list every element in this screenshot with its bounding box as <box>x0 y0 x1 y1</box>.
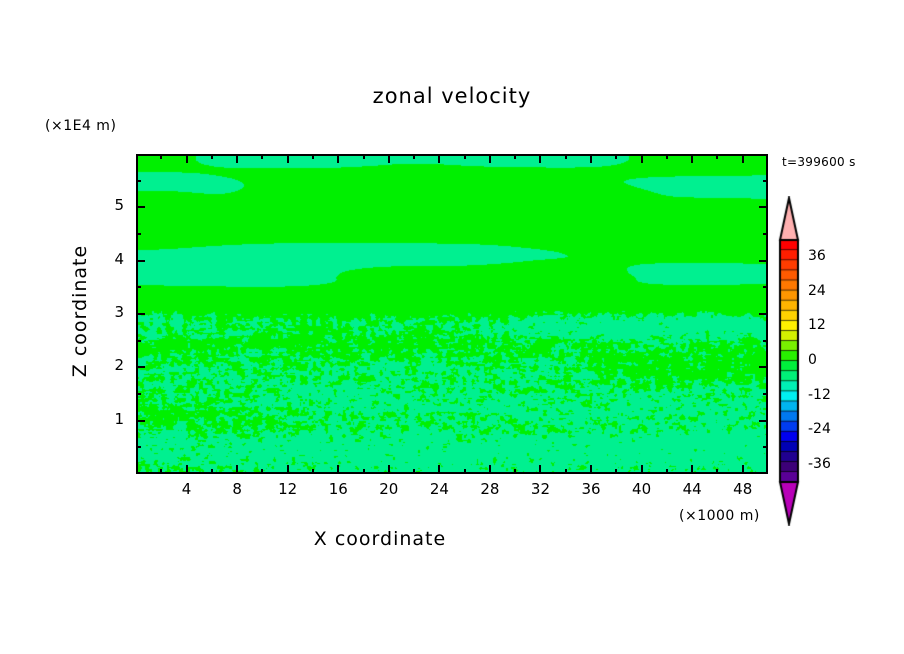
chart-title: zonal velocity <box>372 84 532 108</box>
x-tick-label: 44 <box>682 480 702 498</box>
x-tick-label: 36 <box>581 480 601 498</box>
x-tick-label: 20 <box>379 480 399 498</box>
x-axis-unit-label: (×1000 m) <box>679 508 760 524</box>
colorbar-tick-label: -24 <box>808 421 831 438</box>
y-tick-label: 2 <box>114 356 124 375</box>
y-tick-label: 3 <box>114 303 124 321</box>
x-tick-label: 32 <box>530 480 551 498</box>
colorbar-tick-label: 36 <box>808 248 826 265</box>
plot-frame <box>136 154 768 474</box>
x-axis-title: X coordinate <box>313 528 447 550</box>
y-tick-label: 1 <box>114 409 124 428</box>
x-tick-label: 24 <box>429 480 449 498</box>
x-tick-label: 48 <box>733 480 753 498</box>
x-tick-label: 8 <box>232 480 242 498</box>
colorbar-tick-label: 12 <box>808 317 826 334</box>
x-tick-label: 4 <box>181 480 192 498</box>
colorbar-tick-label: 0 <box>808 352 817 368</box>
x-tick-label: 40 <box>632 480 652 498</box>
colorbar-gradient <box>772 196 822 526</box>
x-tick-label: 12 <box>278 480 298 498</box>
colorbar-tick-label: 24 <box>808 282 826 299</box>
x-tick-label: 28 <box>480 480 500 498</box>
contour-field <box>138 156 766 472</box>
colorbar: 36 24 12 0 -12 -24 -36 <box>772 196 831 526</box>
y-axis-unit-label: (×1E4 m) <box>45 118 117 134</box>
y-tick-label: 5 <box>114 196 124 215</box>
time-annotation: t=399600 s <box>782 155 856 169</box>
y-tick-label: 4 <box>114 249 124 268</box>
x-tick-label: 16 <box>328 480 348 498</box>
colorbar-tick-label: -36 <box>808 455 831 472</box>
y-axis-title: Z coordinate <box>69 244 91 378</box>
colorbar-tick-label: -12 <box>808 386 831 403</box>
